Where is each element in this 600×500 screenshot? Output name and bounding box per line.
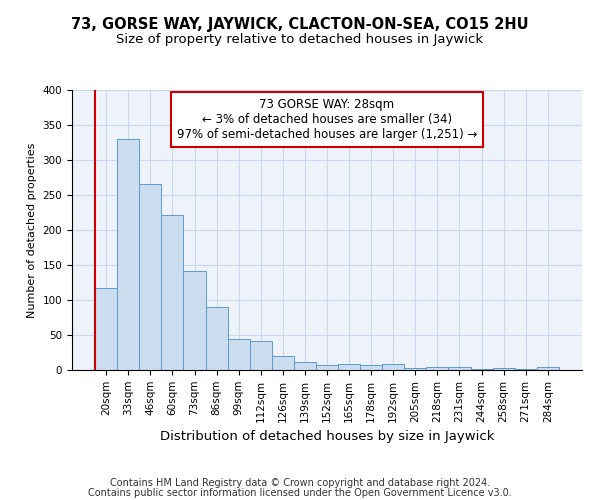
Bar xyxy=(360,365,382,370)
X-axis label: Distribution of detached houses by size in Jaywick: Distribution of detached houses by size … xyxy=(160,430,494,443)
Text: 73, GORSE WAY, JAYWICK, CLACTON-ON-SEA, CO15 2HU: 73, GORSE WAY, JAYWICK, CLACTON-ON-SEA, … xyxy=(71,18,529,32)
Bar xyxy=(338,364,360,370)
Bar xyxy=(117,139,139,370)
Bar xyxy=(470,368,493,370)
Bar xyxy=(382,364,404,370)
Bar xyxy=(448,366,470,370)
Text: Contains HM Land Registry data © Crown copyright and database right 2024.: Contains HM Land Registry data © Crown c… xyxy=(110,478,490,488)
Bar xyxy=(250,342,272,370)
Bar xyxy=(294,362,316,370)
Bar xyxy=(493,368,515,370)
Bar xyxy=(515,368,537,370)
Text: Contains public sector information licensed under the Open Government Licence v3: Contains public sector information licen… xyxy=(88,488,512,498)
Text: Size of property relative to detached houses in Jaywick: Size of property relative to detached ho… xyxy=(116,32,484,46)
Text: 73 GORSE WAY: 28sqm
← 3% of detached houses are smaller (34)
97% of semi-detache: 73 GORSE WAY: 28sqm ← 3% of detached hou… xyxy=(177,98,477,142)
Y-axis label: Number of detached properties: Number of detached properties xyxy=(27,142,37,318)
Bar xyxy=(206,307,227,370)
Bar xyxy=(227,338,250,370)
Bar xyxy=(95,288,117,370)
Bar xyxy=(139,184,161,370)
Bar xyxy=(316,365,338,370)
Bar xyxy=(184,272,206,370)
Bar xyxy=(404,368,427,370)
Bar xyxy=(161,214,184,370)
Bar xyxy=(272,356,294,370)
Bar xyxy=(537,367,559,370)
Bar xyxy=(427,367,448,370)
